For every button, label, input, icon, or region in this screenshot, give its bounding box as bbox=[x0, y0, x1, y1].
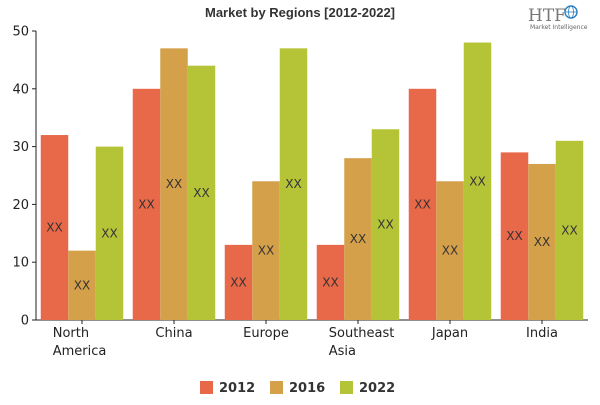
category-label: North America bbox=[53, 326, 107, 359]
bar-2022 bbox=[279, 48, 308, 321]
bars bbox=[40, 42, 584, 321]
bar-2012 bbox=[40, 135, 69, 320]
legend-label: 2016 bbox=[289, 381, 325, 396]
data-label: XX bbox=[414, 197, 430, 211]
bar-2022 bbox=[95, 146, 124, 320]
data-label: XX bbox=[506, 229, 522, 243]
bar-2022 bbox=[187, 65, 216, 321]
logo-subtitle: Market Intelligence bbox=[530, 24, 588, 31]
bar-2012 bbox=[408, 88, 437, 320]
data-label: XX bbox=[74, 278, 90, 292]
data-labels: XX XX XX XX XX XX XX XX XX XX XX XX XX XX XX XX XX XX bbox=[46, 174, 577, 292]
bar-2022 bbox=[555, 140, 584, 320]
y-tick-label: 30 bbox=[12, 140, 29, 155]
data-label: XX bbox=[534, 235, 550, 249]
bar-2012 bbox=[132, 88, 161, 320]
axes: 0 10 20 30 40 50 North America China Europe Southe… bbox=[12, 25, 588, 359]
category-label: Europe bbox=[243, 326, 289, 341]
data-label: XX bbox=[230, 275, 246, 289]
data-label: XX bbox=[166, 177, 182, 191]
data-label: XX bbox=[46, 221, 62, 235]
data-label: XX bbox=[561, 223, 577, 237]
legend-swatch bbox=[270, 381, 283, 394]
bar-2016 bbox=[160, 48, 188, 321]
bar-2016 bbox=[344, 158, 372, 320]
y-tick-label: 40 bbox=[12, 82, 29, 97]
brand-logo: HTF Market Intelligence bbox=[528, 5, 588, 31]
y-tick-label: 50 bbox=[12, 25, 29, 40]
legend: 2012 2016 2022 bbox=[200, 381, 395, 396]
bar-2016 bbox=[252, 181, 280, 320]
bar-2022 bbox=[371, 129, 400, 320]
category-label: India bbox=[526, 326, 558, 341]
category-label: Japan bbox=[431, 326, 468, 341]
category-label: China bbox=[155, 326, 192, 341]
data-label: XX bbox=[193, 186, 209, 200]
data-label: XX bbox=[138, 197, 154, 211]
bar-2022 bbox=[463, 42, 492, 321]
data-label: XX bbox=[469, 174, 485, 188]
bar-2012 bbox=[500, 152, 529, 320]
data-label: XX bbox=[377, 218, 393, 232]
y-tick-label: 10 bbox=[12, 256, 29, 271]
legend-swatch bbox=[200, 381, 213, 394]
legend-swatch bbox=[340, 381, 353, 394]
bar-2012 bbox=[316, 244, 345, 320]
bar-2016 bbox=[436, 181, 464, 320]
category-label: Southeast Asia bbox=[329, 326, 395, 359]
legend-label: 2022 bbox=[359, 381, 395, 396]
bar-2012 bbox=[224, 244, 253, 320]
bar-2016 bbox=[68, 250, 96, 320]
legend-label: 2012 bbox=[219, 381, 255, 396]
data-label: XX bbox=[350, 232, 366, 246]
data-label: XX bbox=[322, 275, 338, 289]
y-tick-label: 0 bbox=[21, 314, 29, 329]
bar-2016 bbox=[528, 163, 556, 320]
data-label: XX bbox=[258, 244, 274, 258]
y-tick-label: 20 bbox=[12, 198, 29, 213]
data-label: XX bbox=[101, 226, 117, 240]
data-label: XX bbox=[442, 244, 458, 258]
globe-icon bbox=[564, 5, 578, 19]
chart-title: Market by Regions [2012-2022] bbox=[205, 5, 395, 20]
logo-mark: HTF bbox=[528, 6, 566, 26]
data-label: XX bbox=[285, 177, 301, 191]
